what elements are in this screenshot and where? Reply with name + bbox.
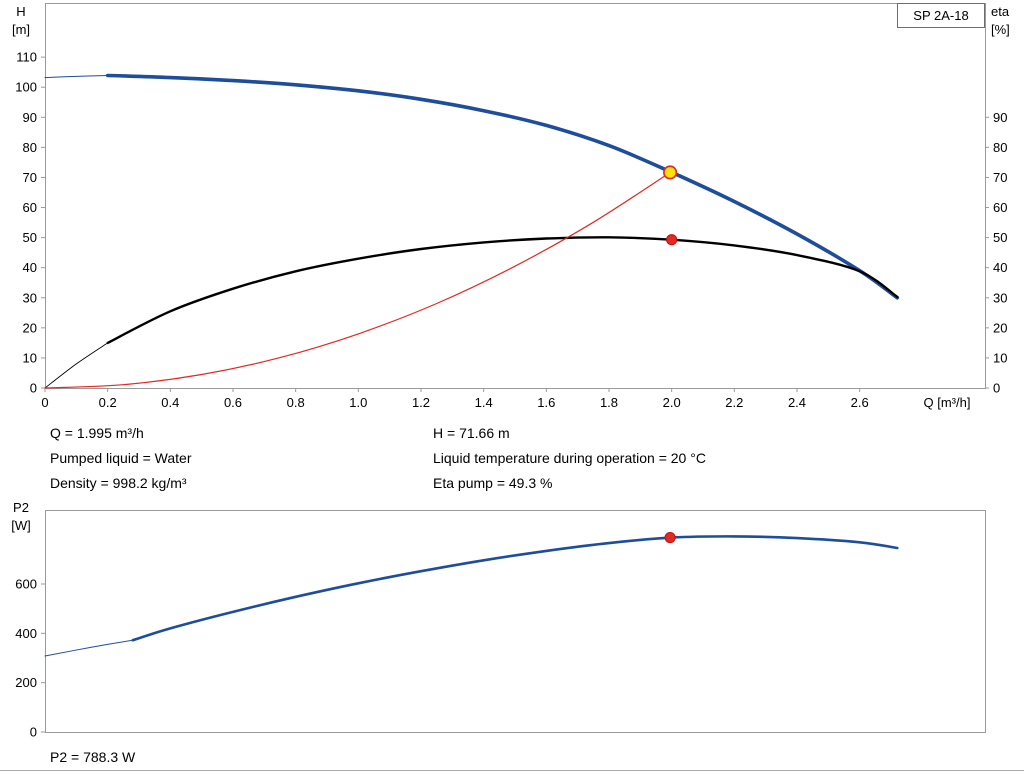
p2-chart: 0 200 400 600 P2 [W] bbox=[11, 500, 986, 740]
y-right-tick-label: 20 bbox=[993, 320, 1007, 335]
y-left-tick-label: 80 bbox=[23, 140, 37, 155]
y-right-tick-label: 10 bbox=[993, 350, 1007, 365]
pump-model-box: SP 2A-18 bbox=[897, 3, 985, 28]
x-tick-label: 0 bbox=[41, 395, 48, 410]
info-flow: Q = 1.995 m³/h bbox=[50, 425, 144, 441]
x-tick-label: 0.2 bbox=[99, 395, 117, 410]
y-left-tick-label: 0 bbox=[30, 381, 37, 396]
y-left-tick-label: 90 bbox=[23, 110, 37, 125]
info-liquid-temperature: Liquid temperature during operation = 20… bbox=[433, 450, 706, 466]
x-tick-label: 1.0 bbox=[349, 395, 367, 410]
x-tick-label: 1.4 bbox=[475, 395, 493, 410]
p2-curve bbox=[131, 535, 899, 642]
x-tick-label: 1.8 bbox=[600, 395, 618, 410]
y-left-tick-label: 0 bbox=[30, 725, 37, 740]
y-right-axis-title: eta bbox=[991, 4, 1010, 19]
info-density: Density = 998.2 kg/m³ bbox=[50, 475, 187, 491]
y-left-tick-label: 600 bbox=[15, 577, 37, 592]
x-tick-label: 2.4 bbox=[788, 395, 806, 410]
pump-curve bbox=[105, 73, 900, 300]
y-left-axis-title: [W] bbox=[11, 518, 31, 533]
y-left-tick-label: 10 bbox=[23, 350, 37, 365]
y-left-tick-label: 70 bbox=[23, 170, 37, 185]
y-left-axis-title: [m] bbox=[12, 22, 30, 37]
pump-curve-leadin bbox=[44, 75, 109, 79]
x-tick-label: 0.4 bbox=[161, 395, 179, 410]
bottom-divider bbox=[0, 770, 1024, 771]
y-right-tick-label: 30 bbox=[993, 290, 1007, 305]
y-left-tick-label: 40 bbox=[23, 260, 37, 275]
y-left-tick-label: 30 bbox=[23, 290, 37, 305]
x-tick-label: 2.0 bbox=[663, 395, 681, 410]
info-pumped-liquid: Pumped liquid = Water bbox=[50, 450, 192, 466]
hq-chart: 0 10 20 30 40 50 60 70 80 90 100 110 0 10 20 30 40 50 60 70… bbox=[12, 3, 1010, 410]
y-right-tick-label: 90 bbox=[993, 110, 1007, 125]
y-left-tick-label: 60 bbox=[23, 200, 37, 215]
system-curve bbox=[44, 171, 671, 389]
info-eta-pump: Eta pump = 49.3 % bbox=[433, 475, 553, 491]
y-left-axis-title: H bbox=[16, 4, 25, 19]
y-right-tick-label: 50 bbox=[993, 230, 1007, 245]
y-left-tick-label: 20 bbox=[23, 320, 37, 335]
p2-chart-frame bbox=[45, 510, 986, 733]
y-left-tick-label: 200 bbox=[15, 675, 37, 690]
eta-curve bbox=[106, 236, 899, 345]
x-tick-label: 1.2 bbox=[412, 395, 430, 410]
y-left-tick-label: 110 bbox=[16, 50, 37, 65]
eta-operating-point[interactable] bbox=[666, 234, 678, 246]
y-left-tick-label: 50 bbox=[23, 230, 37, 245]
y-right-axis-title: [%] bbox=[991, 22, 1010, 37]
p2-operating-point[interactable] bbox=[664, 531, 676, 544]
x-tick-label: 0.8 bbox=[287, 395, 305, 410]
y-right-tick-label: 60 bbox=[993, 200, 1007, 215]
y-left-tick-label: 100 bbox=[15, 80, 37, 95]
duty-info-left-column: Q = 1.995 m³/h Pumped liquid = Water Den… bbox=[50, 421, 192, 496]
x-tick-label: 0.6 bbox=[224, 395, 242, 410]
x-tick-label: 2.2 bbox=[725, 395, 743, 410]
hq-chart-frame bbox=[45, 3, 986, 389]
x-axis-title: Q [m³/h] bbox=[924, 395, 971, 410]
x-tick-label: 2.6 bbox=[851, 395, 869, 410]
pump-model-label: SP 2A-18 bbox=[913, 8, 969, 23]
info-head: H = 71.66 m bbox=[433, 425, 510, 441]
eta-curve-leadin bbox=[44, 342, 109, 389]
y-left-axis-title: P2 bbox=[13, 500, 29, 515]
y-right-tick-label: 40 bbox=[993, 260, 1007, 275]
y-right-tick-label: 0 bbox=[993, 381, 1000, 396]
p2-readout: P2 = 788.3 W bbox=[50, 749, 136, 765]
x-tick-label: 1.6 bbox=[537, 395, 555, 410]
duty-info-right-column: H = 71.66 m Liquid temperature during op… bbox=[433, 421, 706, 496]
y-right-tick-label: 80 bbox=[993, 140, 1007, 155]
y-right-tick-label: 70 bbox=[993, 170, 1007, 185]
y-left-tick-label: 400 bbox=[15, 626, 37, 641]
p2-curve-leadin bbox=[44, 639, 134, 657]
duty-point[interactable] bbox=[663, 165, 678, 180]
